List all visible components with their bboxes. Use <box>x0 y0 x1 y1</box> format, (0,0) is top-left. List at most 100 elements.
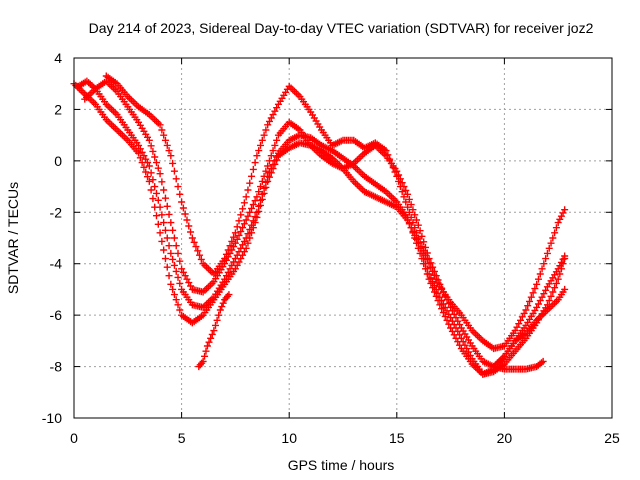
data-point <box>554 275 562 283</box>
data-point <box>147 142 155 150</box>
data-point <box>420 247 428 255</box>
data-point <box>400 193 408 201</box>
data-point <box>158 126 166 134</box>
y-tick-label: -8 <box>50 359 63 375</box>
data-point <box>142 168 150 176</box>
data-point <box>531 285 539 293</box>
data-markers <box>70 72 569 378</box>
data-point <box>211 321 219 329</box>
data-point <box>405 208 413 216</box>
data-point <box>246 208 254 216</box>
data-point <box>409 206 417 214</box>
data-point <box>235 217 243 225</box>
data-point <box>187 228 195 236</box>
data-point <box>559 255 567 263</box>
y-tick-label: 2 <box>54 101 62 117</box>
data-point <box>144 173 152 181</box>
data-point <box>253 208 261 216</box>
data-point <box>167 249 175 257</box>
data-point <box>170 261 178 269</box>
series-track-2 <box>74 77 569 378</box>
data-point <box>161 226 169 234</box>
data-point <box>161 194 169 202</box>
data-point <box>432 292 440 300</box>
y-tick-labels: -10 -8 -6 -4 -2 0 2 4 <box>42 50 62 426</box>
data-point <box>244 230 252 238</box>
data-point <box>215 311 223 319</box>
data-point <box>432 275 440 283</box>
data-point <box>427 264 435 272</box>
data-point <box>262 126 270 134</box>
data-point <box>551 284 559 292</box>
data-point <box>547 239 555 247</box>
data-point <box>416 249 424 257</box>
data-point <box>221 255 229 263</box>
data-point <box>178 198 186 206</box>
data-point <box>258 177 266 185</box>
data-point <box>249 165 257 173</box>
data-point <box>145 162 153 170</box>
data-point <box>249 217 257 225</box>
data-point <box>253 152 261 160</box>
data-point <box>427 279 435 287</box>
data-point <box>149 176 157 184</box>
data-point <box>237 211 245 219</box>
data-point <box>265 157 273 165</box>
data-point <box>402 198 410 206</box>
data-point <box>395 177 403 185</box>
data-point <box>407 201 415 209</box>
y-tick-label: 4 <box>54 50 62 66</box>
data-point <box>233 235 241 243</box>
data-point <box>543 301 551 309</box>
x-tick-label: 10 <box>281 430 297 446</box>
data-point <box>418 255 426 263</box>
data-point <box>156 121 164 129</box>
data-point <box>539 357 547 365</box>
data-point <box>445 320 453 328</box>
data-point <box>174 183 182 191</box>
data-point <box>536 270 544 278</box>
data-point <box>165 210 173 218</box>
y-tick-label: -10 <box>42 410 62 426</box>
series-track-4 <box>102 72 569 353</box>
data-point <box>176 306 184 314</box>
data-point <box>551 229 559 237</box>
data-point <box>260 172 268 180</box>
data-point <box>163 141 171 149</box>
data-point <box>154 220 162 228</box>
data-point <box>208 330 216 338</box>
data-point <box>167 219 175 227</box>
data-point <box>185 222 193 230</box>
data-point <box>255 147 263 155</box>
data-point <box>242 216 250 224</box>
data-point <box>430 271 438 279</box>
data-point <box>194 247 202 255</box>
data-point <box>248 204 256 212</box>
data-point <box>179 204 187 212</box>
data-point <box>147 186 155 194</box>
data-point <box>152 189 160 197</box>
data-point <box>265 168 273 176</box>
data-point <box>174 273 182 281</box>
data-point <box>540 260 548 268</box>
chart-title: Day 214 of 2023, Sidereal Day-to-day VTE… <box>89 20 594 36</box>
data-point <box>197 255 205 263</box>
data-point <box>545 297 553 305</box>
data-point <box>156 170 164 178</box>
data-point <box>172 242 180 250</box>
grid-lines <box>74 58 612 418</box>
data-point <box>244 212 252 220</box>
data-point <box>538 265 546 273</box>
data-point <box>529 289 537 297</box>
data-point <box>192 243 200 251</box>
data-point <box>389 164 397 172</box>
data-point <box>273 153 281 161</box>
data-point <box>271 141 279 149</box>
data-point <box>267 165 275 173</box>
data-point <box>545 244 553 252</box>
series-track-3 <box>81 77 569 371</box>
data-point <box>165 242 173 250</box>
data-point <box>231 229 239 237</box>
data-point <box>434 297 442 305</box>
data-point <box>228 237 236 245</box>
